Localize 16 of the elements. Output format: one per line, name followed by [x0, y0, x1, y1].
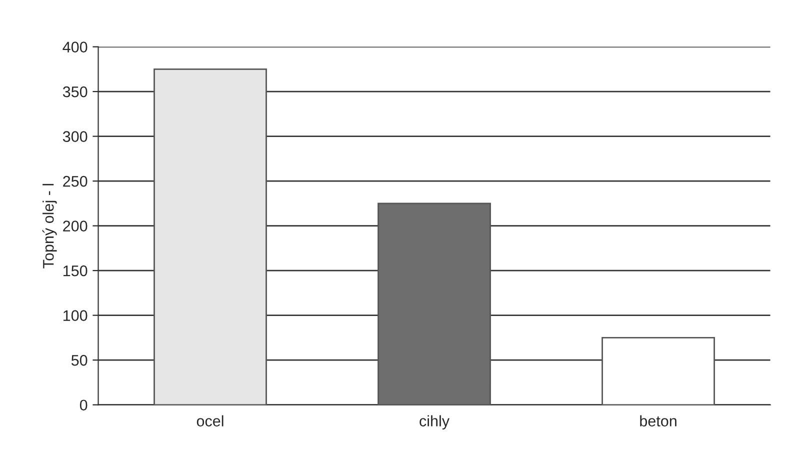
- bar: [378, 202, 491, 405]
- bar: [154, 68, 267, 405]
- y-tick-label: 250: [63, 176, 88, 187]
- y-tick-label: 400: [62, 42, 88, 52]
- x-tick-label: ocel: [196, 415, 224, 426]
- y-tick-label: 150: [64, 265, 88, 276]
- x-tick-label: beton: [640, 415, 676, 426]
- y-tick-label: 350: [62, 86, 88, 98]
- y-tick-label: 50: [71, 354, 88, 366]
- y-axis-title: Topný olej - l: [42, 184, 57, 268]
- y-tick-label: 300: [62, 131, 88, 142]
- x-tick-label: cihly: [420, 415, 450, 430]
- y-tick-label: 100: [64, 310, 88, 321]
- y-tick-label: 200: [63, 220, 88, 232]
- y-tick-label: 0: [80, 400, 88, 411]
- bar: [602, 336, 715, 405]
